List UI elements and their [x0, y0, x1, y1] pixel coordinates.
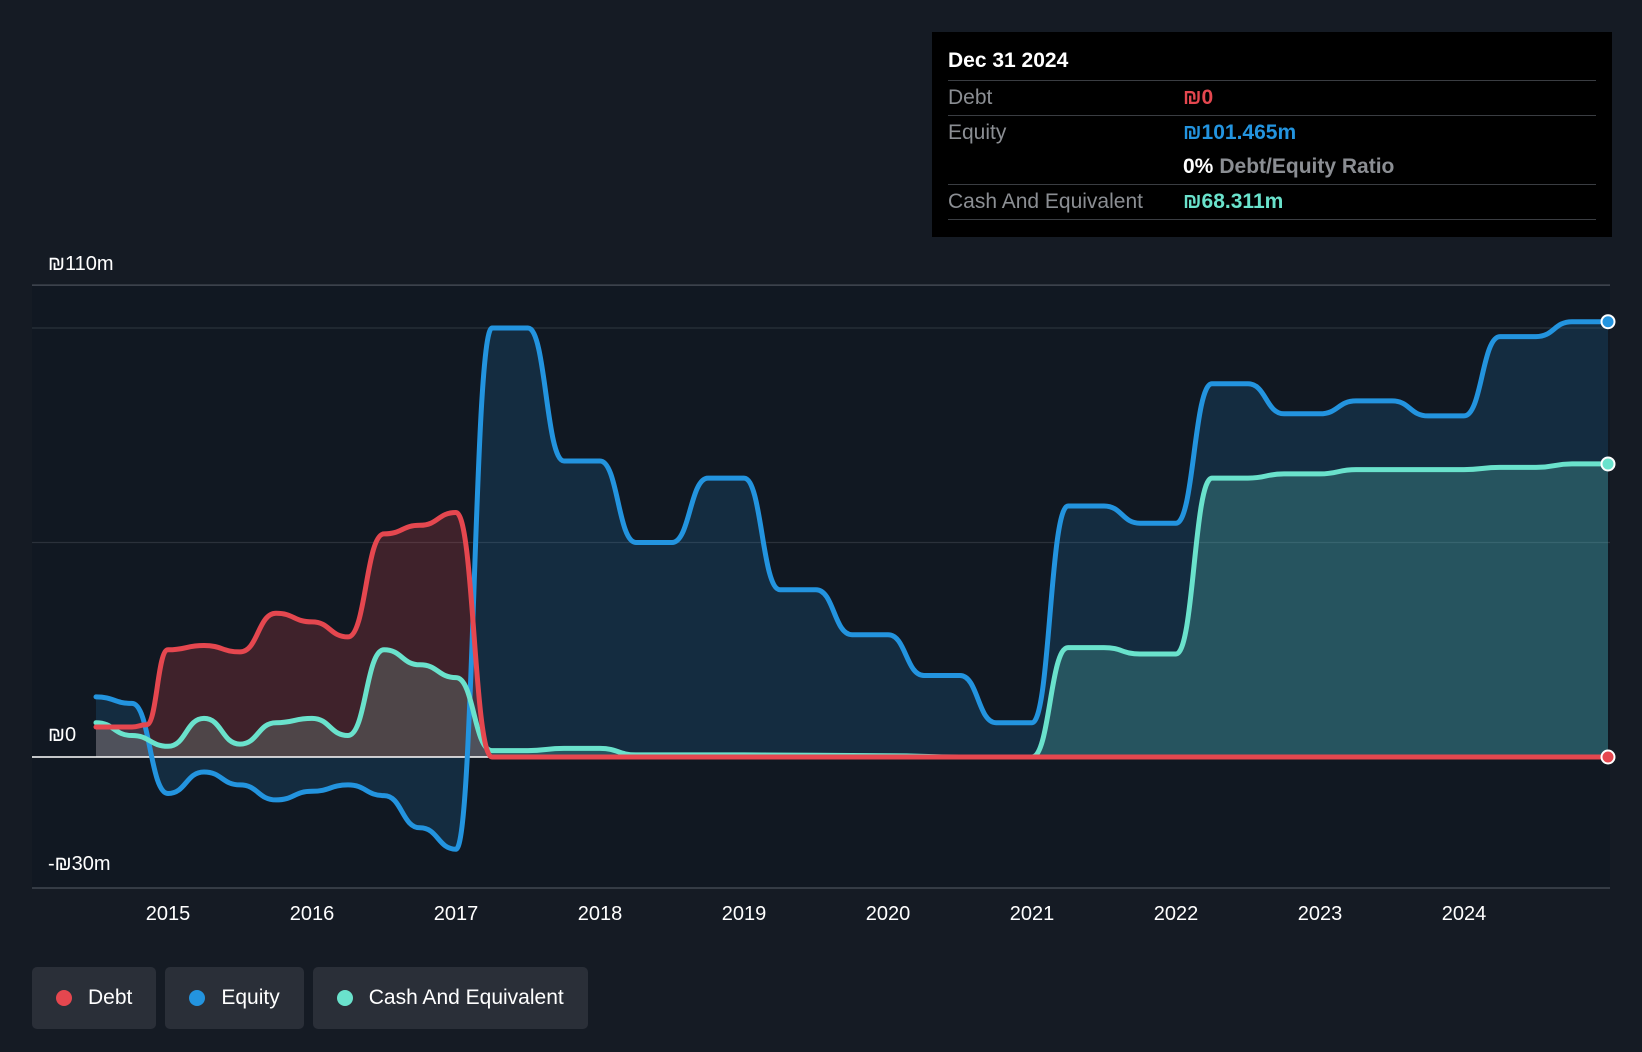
- tooltip-cash-value: ₪68.311m: [1183, 190, 1284, 213]
- tooltip-debt-value: ₪0: [1183, 86, 1214, 109]
- x-tick-label-2016: 2016: [290, 903, 335, 925]
- cash-dot-icon: [336, 990, 353, 1006]
- tooltip-equity-label: Equity: [948, 121, 1007, 144]
- legend-debt-label: Debt: [88, 986, 133, 1009]
- legend-item-debt[interactable]: Debt: [32, 967, 157, 1029]
- y-tick-label-zero: ₪0: [48, 724, 76, 746]
- series-lines: [93, 319, 1611, 852]
- tooltip-debt-label: Debt: [948, 86, 993, 109]
- gridlines: [32, 284, 1610, 889]
- x-axis-ticks: 2015 2016 2017 2018 2019 2020 2021 2022 2023 2024: [146, 903, 1487, 925]
- x-tick-label-2018: 2018: [578, 903, 623, 925]
- x-tick-label-2017: 2017: [434, 903, 479, 925]
- cash-and-equivalent-endpoint: [1600, 456, 1616, 472]
- legend-item-cash[interactable]: Cash And Equivalent: [312, 967, 588, 1029]
- equity-endpoint: [1600, 314, 1616, 330]
- tooltip-date: Dec 31 2024: [948, 49, 1069, 72]
- tooltip-equity-value: ₪101.465m: [1183, 121, 1297, 144]
- x-tick-label-2021: 2021: [1010, 903, 1055, 925]
- x-tick-label-2024: 2024: [1442, 903, 1487, 925]
- y-tick-label-top: ₪110m: [48, 253, 114, 275]
- legend-cash-label: Cash And Equivalent: [368, 986, 564, 1009]
- x-tick-label-2015: 2015: [146, 903, 191, 925]
- tooltip-row-equity: Equity ₪101.465m: [948, 115, 1596, 150]
- equity-line: [93, 319, 1611, 852]
- tooltip-ratio-value: 0%: [1183, 155, 1214, 178]
- cash-and-equivalent-area: [96, 463, 1608, 757]
- tooltip-row-ratio: 0% Debt/Equity Ratio: [948, 150, 1596, 184]
- y-tick-label-bottom: -₪30m: [48, 853, 111, 875]
- debt-endpoint: [1600, 749, 1616, 765]
- plot-background: [32, 286, 1610, 888]
- x-tick-label-2023: 2023: [1298, 903, 1343, 925]
- tooltip-row-cash: Cash And Equivalent ₪68.311m: [948, 184, 1596, 220]
- debt-dot-icon: [56, 990, 72, 1006]
- series-endpoints: [1600, 314, 1616, 765]
- x-tick-label-2019: 2019: [722, 903, 767, 925]
- x-tick-label-2022: 2022: [1154, 903, 1199, 925]
- debt-area: [96, 512, 1608, 757]
- chart-legend: Debt Equity Cash And Equivalent: [32, 967, 588, 1029]
- equity-dot-icon: [189, 990, 206, 1006]
- debt-line: [93, 510, 1611, 760]
- x-tick-label-2020: 2020: [866, 903, 911, 925]
- legend-item-equity[interactable]: Equity: [165, 967, 304, 1029]
- tooltip-ratio-label: Debt/Equity Ratio: [1219, 155, 1395, 178]
- data-tooltip: Dec 31 2024 Debt ₪0 Equity ₪101.465m 0% …: [932, 32, 1612, 237]
- legend-equity-label: Equity: [221, 986, 280, 1009]
- tooltip-cash-label: Cash And Equivalent: [948, 190, 1143, 213]
- tooltip-row-debt: Debt ₪0: [948, 80, 1596, 115]
